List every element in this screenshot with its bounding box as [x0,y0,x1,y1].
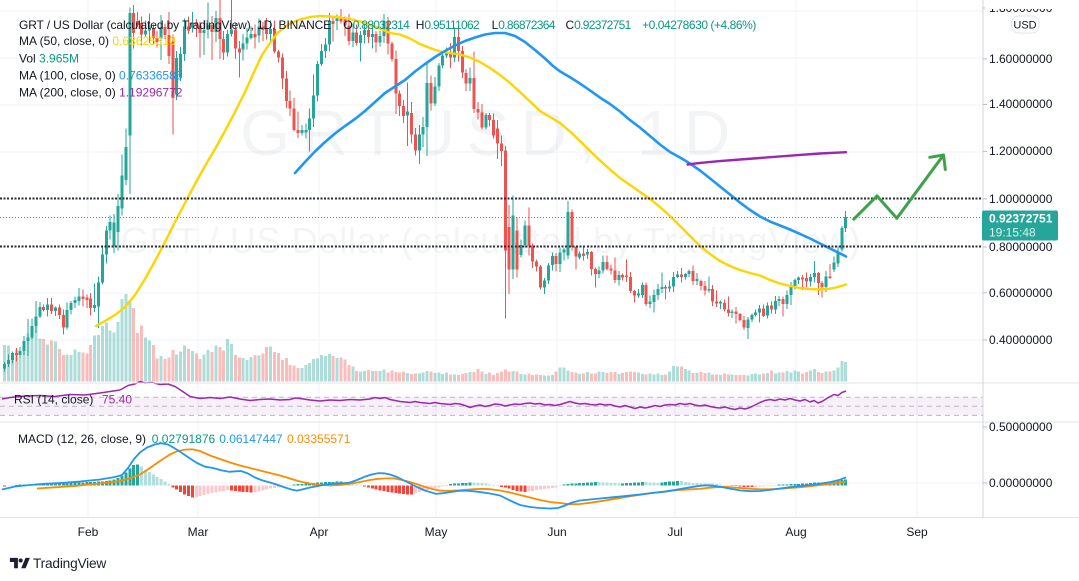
svg-text:Sep: Sep [906,525,928,539]
svg-text:Jul: Jul [667,525,682,539]
svg-text:MA (100, close, 0) 0.76336585: MA (100, close, 0) 0.76336585 [19,69,183,83]
svg-text:0.80000000: 0.80000000 [989,240,1053,254]
svg-text:+0.04278630 (+4.86%): +0.04278630 (+4.86%) [642,18,756,32]
svg-text:0.00000000: 0.00000000 [989,476,1053,490]
svg-text:Apr: Apr [310,525,329,539]
svg-text:75.40: 75.40 [102,393,132,407]
svg-text:C0.92372751: C0.92372751 [566,18,632,32]
svg-text:GRT / US Dollar (calculated by: GRT / US Dollar (calculated by TradingVi… [121,220,861,261]
svg-text:1.00000000: 1.00000000 [989,192,1053,206]
svg-text:May: May [425,525,448,539]
svg-text:RSI (14, close): RSI (14, close) [14,393,93,407]
svg-text:0.40000000: 0.40000000 [989,333,1053,347]
svg-text:Jun: Jun [547,525,566,539]
svg-text:O0.88032314: O0.88032314 [343,18,410,32]
svg-text:Mar: Mar [188,525,209,539]
svg-text:0.60000000: 0.60000000 [989,286,1053,300]
svg-text:Vol 3.965M: Vol 3.965M [19,52,79,66]
svg-text:0.02791876: 0.02791876 [152,432,216,446]
svg-text:MA (200, close, 0) 1.19296772: MA (200, close, 0) 1.19296772 [19,86,183,100]
svg-text:Aug: Aug [785,525,806,539]
svg-text:1.20000000: 1.20000000 [989,144,1053,158]
svg-text:H0.95111062: H0.95111062 [416,18,480,32]
svg-text:1.40000000: 1.40000000 [989,97,1053,111]
svg-text:GRT / US Dollar (calculated by: GRT / US Dollar (calculated by TradingVi… [19,18,331,32]
svg-text:0.50000000: 0.50000000 [989,420,1053,434]
svg-text:19:15:48: 19:15:48 [989,226,1036,240]
svg-text:GRTUSD, 1D: GRTUSD, 1D [240,97,741,169]
svg-text:USD: USD [1013,20,1036,32]
svg-text:MA (50, close, 0) 0.63625310: MA (50, close, 0) 0.63625310 [19,34,176,48]
svg-text:0.06147447: 0.06147447 [219,432,283,446]
svg-text:0.92372751: 0.92372751 [989,212,1053,226]
svg-text:TradingView: TradingView [33,556,106,571]
svg-text:0.03355571: 0.03355571 [287,432,351,446]
svg-text:L0.86872364: L0.86872364 [492,18,556,32]
svg-text:1.60000000: 1.60000000 [989,52,1053,66]
svg-text:MACD (12, 26, close, 9): MACD (12, 26, close, 9) [18,432,146,446]
svg-text:Feb: Feb [78,525,99,539]
